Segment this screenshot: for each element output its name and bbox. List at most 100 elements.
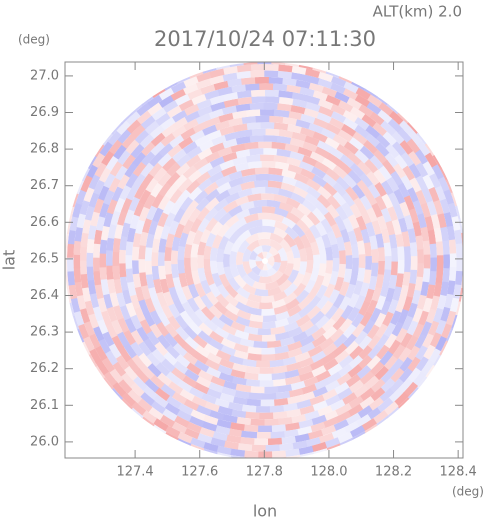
echo-cell [323,283,336,299]
echo-cell [184,103,201,116]
echo-cell [72,191,80,208]
echo-cell [236,264,247,278]
echo-cell [275,273,290,287]
echo-cell [384,287,395,304]
echo-cell [229,63,246,68]
echo-cell [257,412,274,420]
echo-cell [389,110,405,127]
echo-cell [385,143,401,160]
echo-cell [130,103,145,115]
echo-cell [309,224,322,240]
echo-cell [354,149,370,165]
echo-cell [327,289,340,305]
echo-cell [111,185,124,202]
echo-cell [121,196,133,213]
echo-cell [110,318,123,335]
echo-cell [345,255,353,270]
echo-cell [73,252,81,269]
echo-cell [163,331,178,348]
echo-cell [124,316,137,334]
echo-cell [325,167,341,182]
echo-cell [193,157,210,171]
echo-cell [200,83,218,95]
echo-cell [279,238,292,253]
echo-cell [443,254,451,271]
echo-cell [227,354,244,365]
echo-cell [123,342,137,359]
echo-cell [435,268,444,285]
echo-cell [388,378,404,394]
echo-cell [285,197,301,210]
echo-cell [76,293,87,310]
echo-cell [145,273,155,289]
echo-cell [285,63,302,68]
echo-cell [262,314,277,323]
echo-cell [323,380,341,393]
echo-cell [402,271,411,288]
echo-cell [262,263,269,271]
echo-cell [442,268,450,285]
echo-cell [417,249,425,265]
echo-cell [73,266,82,283]
echo-cell [284,143,301,154]
echo-cell [182,427,200,440]
echo-cell [408,208,420,225]
echo-cell [141,150,157,166]
echo-cell [349,203,363,220]
echo-cell [346,403,364,418]
echo-cell [79,258,87,275]
echo-cell [179,195,194,212]
echo-cell [319,249,327,264]
echo-cell [84,204,96,221]
echo-cell [273,227,288,239]
echo-cell [448,267,457,283]
echo-cell [381,180,395,197]
echo-cell [289,414,307,424]
echo-cell [382,159,397,176]
echo-cell [359,195,373,212]
echo-cell [349,137,366,152]
echo-cell [158,86,176,101]
echo-cell [194,404,212,417]
echo-cell [274,161,291,171]
echo-cell [94,344,108,361]
echo-cell [321,416,339,429]
echo-cell [359,172,374,189]
echo-cell [350,312,365,329]
echo-cell [228,229,242,244]
echo-cell [200,279,212,295]
echo-cell [223,309,239,322]
echo-cell [424,216,435,233]
echo-cell [211,233,223,249]
echo-cell [233,389,250,399]
echo-cell [231,396,248,406]
echo-cell [369,307,382,324]
echo-cell [170,366,187,381]
echo-cell [351,257,359,273]
echo-cell [290,192,307,205]
echo-cell [242,248,252,262]
echo-cell [410,256,418,272]
echo-cell [308,122,325,135]
echo-cell [244,365,260,374]
echo-cell [172,109,189,123]
echo-cell [108,176,122,193]
echo-cell [113,143,128,160]
echo-cell [140,415,155,427]
echo-cell [203,181,220,195]
echo-cell [251,128,267,136]
echo-cell [213,80,231,91]
echo-cell [312,174,328,188]
echo-cell [368,275,378,292]
echo-cell [160,357,176,373]
echo-cell [167,314,181,331]
echo-cell [74,225,84,242]
echo-cell [130,142,146,159]
echo-cell [153,224,164,240]
echo-cell [237,96,254,105]
echo-cell [255,255,263,262]
echo-cell [231,238,243,253]
echo-cell [335,176,351,192]
echo-cell [299,319,315,333]
echo-cell [170,88,188,101]
